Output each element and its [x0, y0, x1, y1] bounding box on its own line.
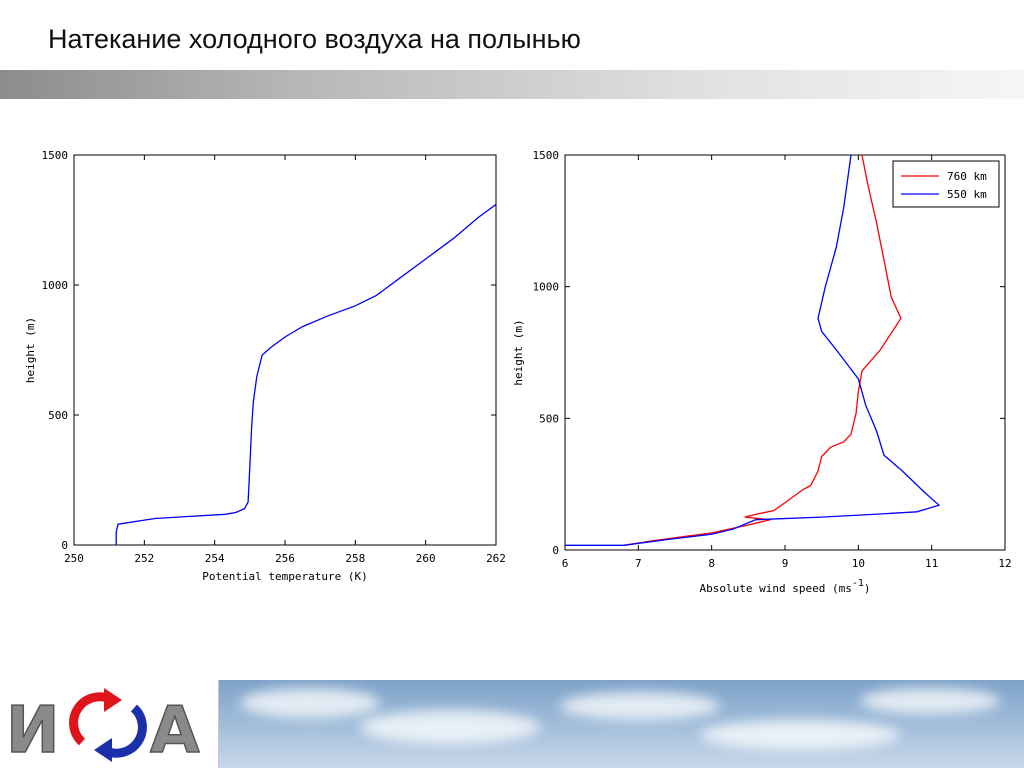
chart1-x-tick-label: 254 — [205, 552, 225, 565]
chart1-plot-frame — [73, 154, 497, 546]
chart2-y-tick-label: 500 — [539, 412, 559, 425]
chart2-y-tick-label: 1500 — [533, 149, 560, 162]
chart2-x-tick-label: 6 — [562, 557, 569, 570]
potential-temperature-chart: 250 252 254 256 258 260 262 0 500 1000 1500 Potenti… — [18, 140, 508, 610]
chart2-legend-label-1: 760 km — [947, 170, 987, 183]
chart2-x-axis-label-tail: ) — [864, 582, 871, 595]
chart2-series-line-2 — [565, 155, 941, 546]
chart1-y-axis-label: height (m) — [24, 317, 37, 383]
chart2-x-axis-label-sup: -1 — [852, 578, 864, 589]
chart2-legend-label-2: 550 km — [947, 188, 987, 201]
logo-blue-arrowhead — [94, 738, 112, 762]
chart2-x-tick-label: 8 — [708, 557, 715, 570]
chart1-series-line-1 — [115, 203, 496, 545]
chart1-x-tick-label: 258 — [345, 552, 365, 565]
chart2-x-axis-label: Absolute wind speed (ms-1) — [700, 578, 871, 595]
chart1-x-tick-label: 250 — [64, 552, 84, 565]
chart1-x-tick-label: 252 — [134, 552, 154, 565]
chart1-x-tick-label: 262 — [486, 552, 506, 565]
chart2-x-tick-label: 12 — [998, 557, 1011, 570]
chart1-y-tick-label: 1000 — [42, 279, 69, 292]
logo-red-arrow — [69, 692, 115, 746]
chart2-x-tick-label: 9 — [782, 557, 789, 570]
chart2-legend-box — [892, 160, 1000, 208]
wind-speed-chart: 6 7 8 9 10 11 12 0 500 1000 1500 Absolute wind spee… — [508, 140, 1018, 610]
logo-letter-1: И — [6, 694, 60, 768]
institute-logo: И А — [5, 688, 201, 768]
chart1-x-axis-label: Potential temperature (K) — [202, 570, 368, 583]
logo-area: И А — [0, 680, 219, 768]
chart2-x-tick-label: 7 — [635, 557, 642, 570]
title-divider-bar — [0, 70, 1024, 99]
slide-title: Натекание холодного воздуха на полынью — [48, 24, 581, 54]
chart2-x-tick-label: 10 — [852, 557, 865, 570]
chart2-x-tick-label: 11 — [925, 557, 938, 570]
logo-letter-2: А — [150, 694, 200, 768]
chart1-y-tick-label: 500 — [48, 409, 68, 422]
chart2-y-axis-label: height (m) — [512, 319, 525, 385]
chart1-x-tick-label: 260 — [416, 552, 436, 565]
footer-banner: И А — [0, 680, 1024, 768]
chart2-x-axis-label-text: Absolute wind speed (ms — [700, 582, 852, 595]
chart2-y-tick-label: 0 — [552, 544, 559, 557]
logo-blue-arrow — [101, 704, 147, 758]
chart2-plot-frame — [564, 154, 1006, 551]
chart1-y-tick-label: 0 — [61, 539, 68, 552]
chart2-series-line-1 — [623, 155, 902, 546]
chart2-y-tick-label: 1000 — [533, 281, 560, 294]
chart1-x-axis-label-text: Potential temperature (K) — [202, 570, 368, 583]
chart1-y-tick-label: 1500 — [42, 149, 69, 162]
logo-red-arrowhead — [104, 688, 122, 712]
chart1-x-tick-label: 256 — [275, 552, 295, 565]
